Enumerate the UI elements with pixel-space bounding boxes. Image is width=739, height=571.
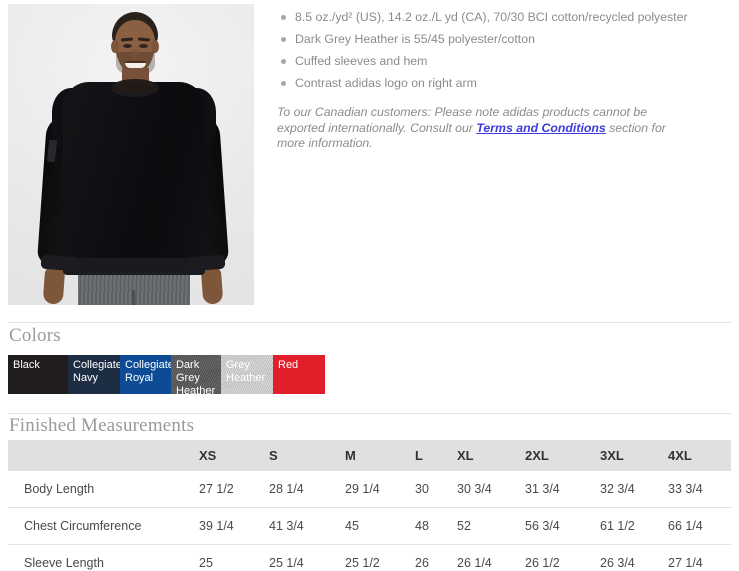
- measurement-value: 39 1/4: [199, 507, 269, 545]
- measurement-value: 26 3/4: [600, 544, 668, 571]
- model-ear-left: [111, 40, 119, 53]
- measurement-value: 31 3/4: [525, 482, 560, 496]
- measurement-value: 27 1/2: [199, 482, 234, 496]
- model-hand-left: [42, 265, 66, 305]
- measurement-value: 32 3/4: [600, 482, 635, 496]
- measurement-value: 41 3/4: [269, 507, 345, 545]
- sweatshirt-hem: [63, 258, 205, 275]
- color-swatch-label: Collegiate Navy: [73, 359, 120, 384]
- measurement-name: Sleeve Length: [8, 544, 199, 571]
- table-header: XS S M L XL 2XL 3XL 4XL: [8, 440, 731, 471]
- table-column-header-size: L: [415, 440, 457, 471]
- canadian-customers-note: To our Canadian customers: Please note a…: [277, 105, 697, 152]
- table-column-header-size: 3XL: [600, 440, 668, 471]
- measurement-value: 61 1/2: [600, 507, 668, 545]
- table-column-header-size: M: [345, 440, 415, 471]
- measurement-value: 26 1/4: [457, 544, 525, 571]
- measurements-section-title: Finished Measurements: [9, 415, 195, 436]
- table-column-header-size: XL: [457, 440, 525, 471]
- model-eye-left: [123, 44, 132, 48]
- table-row: Sleeve Length 25 25 1/4 25 1/2 26 26 1/4 26 1/…: [8, 544, 731, 571]
- note-text-before-link: To our Canadian customers: Please note a…: [277, 105, 648, 135]
- product-overview-section: 8.5 oz./yd² (US), 14.2 oz./L yd (CA), 70…: [8, 4, 732, 305]
- measurement-value: 48: [415, 507, 457, 545]
- list-item: 8.5 oz./yd² (US), 14.2 oz./L yd (CA), 70…: [277, 10, 732, 25]
- measurement-name: Body Length: [24, 482, 95, 496]
- color-swatch[interactable]: Collegiate Navy: [68, 355, 120, 394]
- table-row: Chest Circumference 39 1/4 41 3/4 45 48 52 56 …: [8, 507, 731, 545]
- color-swatch-label: Dark Grey Heather: [176, 359, 216, 394]
- spec-list: 8.5 oz./yd² (US), 14.2 oz./L yd (CA), 70…: [277, 10, 732, 91]
- list-item: Dark Grey Heather is 55/45 polyester/cot…: [277, 32, 732, 47]
- measurement-value: 25 1/4: [269, 544, 345, 571]
- measurement-name: Chest Circumference: [8, 507, 199, 545]
- measurement-value: 30: [415, 482, 429, 496]
- model-pants-seam: [132, 290, 135, 305]
- sweatshirt-body: [63, 82, 205, 272]
- model-ear-right: [151, 40, 159, 53]
- measurement-value: 26 1/2: [525, 544, 600, 571]
- color-swatch-label: Grey Heather: [226, 359, 266, 384]
- table-column-header-label: [8, 440, 199, 471]
- sweatshirt-cuff-left: [40, 254, 80, 272]
- measurement-value: 27 1/4: [668, 544, 731, 571]
- table-column-header-size: S: [269, 440, 345, 471]
- measurement-value: 29 1/4: [345, 482, 380, 496]
- color-swatch[interactable]: Red: [273, 355, 325, 394]
- measurement-value: 26: [415, 544, 457, 571]
- table-column-header-size: 4XL: [668, 440, 731, 471]
- table-column-header-size: XS: [199, 440, 269, 471]
- divider-above-measurements: [8, 413, 731, 414]
- table-column-header-size: 2XL: [525, 440, 600, 471]
- color-swatch-label: Red: [278, 359, 299, 371]
- measurement-value: 25: [199, 544, 269, 571]
- color-swatch[interactable]: Collegiate Royal: [120, 355, 171, 394]
- product-image[interactable]: [8, 4, 254, 305]
- divider-above-colors: [8, 322, 731, 323]
- finished-measurements-table: XS S M L XL 2XL 3XL 4XL Body Length 27 1/2 28 1/4…: [8, 440, 731, 571]
- list-item: Cuffed sleeves and hem: [277, 54, 732, 69]
- color-swatch[interactable]: Dark Grey Heather: [171, 355, 221, 394]
- model-mouth: [125, 61, 146, 68]
- color-swatch-label: Black: [13, 359, 40, 371]
- color-swatch[interactable]: Grey Heather: [221, 355, 273, 394]
- measurement-value: 45: [345, 507, 415, 545]
- color-swatch-list: Black Collegiate Navy Collegiate Royal Dark…: [8, 355, 325, 394]
- color-swatch-label: Collegiate Royal: [125, 359, 171, 384]
- measurement-value: 25 1/2: [345, 544, 415, 571]
- product-specs: 8.5 oz./yd² (US), 14.2 oz./L yd (CA), 70…: [277, 10, 732, 164]
- model-nose: [131, 49, 139, 60]
- table-header-row: XS S M L XL 2XL 3XL 4XL: [8, 440, 731, 471]
- product-photo-illustration: [8, 4, 254, 305]
- measurement-value: 28 1/4: [269, 482, 304, 496]
- sweatshirt-collar: [111, 79, 159, 97]
- measurement-value: 30 3/4: [457, 482, 492, 496]
- model-eye-right: [139, 44, 148, 48]
- note-text-after-link: section for more information.: [277, 120, 666, 151]
- color-swatch[interactable]: Black: [8, 355, 68, 394]
- table-row: Body Length 27 1/2 28 1/4 29 1/4 30 30 3/4 31 …: [8, 471, 731, 508]
- list-item: Contrast adidas logo on right arm: [277, 76, 732, 91]
- sweatshirt-cuff-right: [186, 254, 226, 272]
- terms-and-conditions-link[interactable]: Terms and Conditions: [476, 120, 606, 135]
- colors-section-title: Colors: [9, 325, 61, 346]
- measurement-value: 56 3/4: [525, 507, 600, 545]
- measurement-value: 66 1/4: [668, 507, 731, 545]
- table-body: Body Length 27 1/2 28 1/4 29 1/4 30 30 3/4 31 …: [8, 471, 731, 571]
- measurement-value: 52: [457, 507, 525, 545]
- measurement-value: 33 3/4: [668, 482, 703, 496]
